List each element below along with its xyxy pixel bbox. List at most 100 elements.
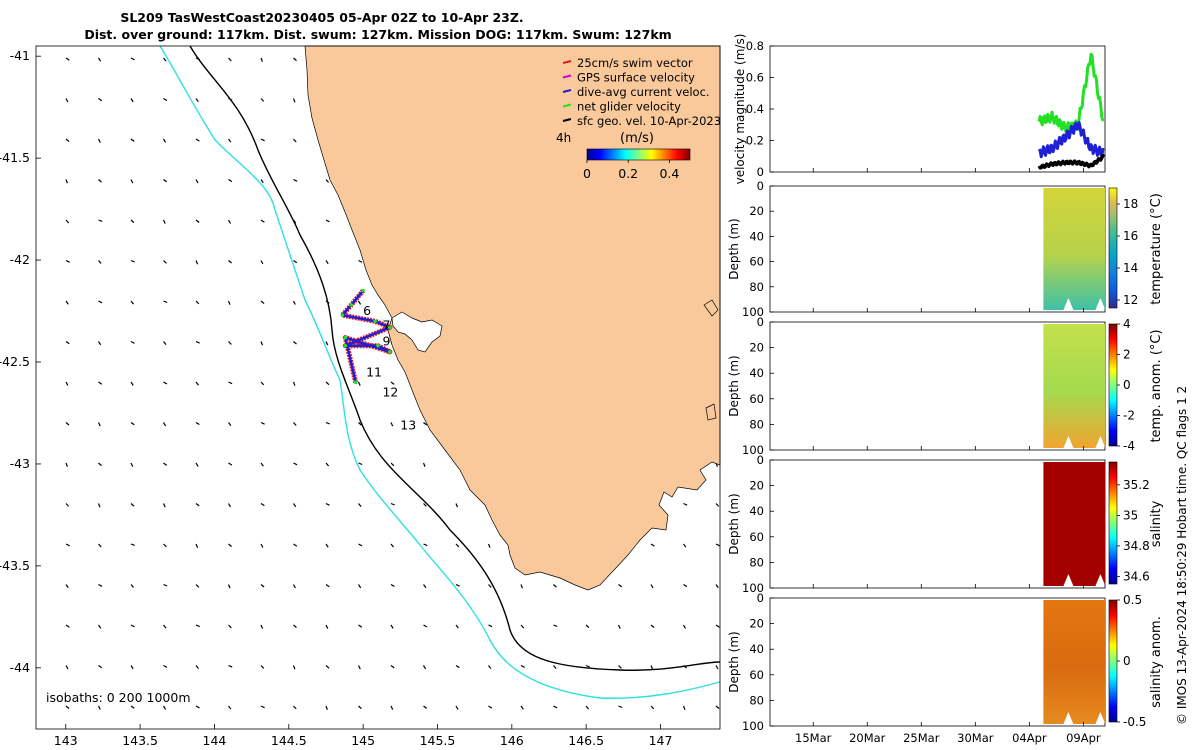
current-arrow [293, 624, 297, 629]
depth-tick-label: 40 [749, 366, 764, 380]
legend-label: dive-avg current veloc. [577, 85, 710, 99]
current-arrow [163, 583, 168, 587]
temp_anom-colorbar-tick-label: 2 [1123, 348, 1131, 362]
temperature-colorbar-tick-label: 12 [1123, 293, 1138, 307]
velocity-series-line [1037, 52, 1105, 134]
current-arrow [260, 260, 264, 265]
current-arrow [390, 381, 395, 385]
current-arrow [228, 624, 232, 629]
current-arrow [98, 179, 102, 183]
track-point [343, 343, 348, 348]
current-arrow [228, 462, 233, 466]
current-arrow [130, 98, 134, 103]
current-arrow [683, 502, 688, 506]
current-arrow [195, 340, 200, 344]
current-arrow [293, 341, 297, 345]
temperature-colorbar-tick-label: 16 [1123, 229, 1138, 243]
map-x-tick-label: 143.5 [122, 733, 158, 748]
current-arrow [130, 624, 135, 628]
current-arrow [357, 665, 361, 670]
salinity-data-block [1043, 462, 1106, 586]
current-arrow [390, 583, 395, 588]
current-arrow [423, 422, 428, 426]
current-arrow [293, 178, 298, 182]
current-arrow [98, 260, 102, 264]
current-arrow [585, 624, 590, 629]
current-arrow [358, 624, 363, 628]
current-arrow [163, 462, 168, 466]
map-y-tick-label: -42 [10, 252, 30, 267]
current-arrow [488, 665, 492, 670]
current-arrow [260, 421, 265, 425]
current-arrow [130, 584, 135, 588]
depth-tick-label: 20 [749, 479, 764, 493]
current-arrow [98, 543, 102, 548]
depth-tick-label: 60 [749, 255, 764, 269]
current-arrow [715, 705, 720, 710]
depth-tick-label: 20 [749, 204, 764, 218]
temperature-colorbar-tick-label: 18 [1123, 197, 1138, 211]
current-arrow [455, 664, 460, 669]
current-arrow [325, 624, 329, 629]
sal_anom-data-block [1043, 600, 1106, 724]
map-y-tick-label: -44 [10, 660, 30, 675]
current-arrow [292, 665, 296, 670]
depth-axis-label: Depth (m) [727, 493, 741, 554]
current-arrow [195, 705, 200, 709]
velocity-series-line [1037, 153, 1106, 170]
current-arrow [130, 300, 135, 305]
sal_anom-colorbar [1108, 599, 1118, 723]
current-arrow [130, 381, 134, 386]
current-arrow [650, 624, 655, 628]
current-arrow [195, 260, 199, 265]
current-arrow [715, 543, 720, 547]
current-arrow [260, 381, 265, 386]
current-arrow [260, 543, 264, 548]
current-arrow [65, 543, 70, 547]
temp_anom-colorbar-tick-label: -4 [1123, 439, 1135, 453]
current-arrow [260, 98, 265, 102]
day-label: 12 [382, 385, 398, 400]
current-arrow [682, 705, 686, 710]
current-arrow [325, 584, 330, 588]
current-arrow [97, 422, 101, 427]
current-arrow [163, 57, 167, 62]
current-arrow [357, 381, 361, 386]
map-y-tick-label: -43.5 [0, 558, 30, 573]
legend-swatch [562, 89, 572, 93]
map-x-tick-label: 146 [500, 733, 524, 748]
legend-label: GPS surface velocity [577, 71, 695, 85]
current-arrow [130, 422, 135, 426]
current-arrow [325, 179, 330, 183]
map-y-tick-label: -41 [10, 48, 30, 63]
depth-tick-label: 0 [757, 591, 764, 605]
current-arrow [390, 705, 394, 710]
current-arrow [98, 583, 103, 587]
current-arrow [325, 341, 329, 346]
velocity-axis-label: velocity magnitude (m/s) [733, 34, 747, 185]
current-arrow [260, 57, 263, 62]
depth-tick-label: 60 [749, 668, 764, 682]
temp_anom-colorbar-tick-label: 0 [1123, 378, 1131, 392]
current-arrow [195, 584, 200, 588]
tasmania-land [304, 45, 721, 591]
current-arrow [618, 665, 622, 669]
current-arrow [163, 179, 168, 183]
legend-swatch [562, 60, 572, 64]
map-frame [35, 45, 721, 730]
depth-axis-label: Depth (m) [727, 355, 741, 416]
current-arrow [195, 179, 199, 184]
depth-tick-label: 40 [749, 229, 764, 243]
east-coast-islands [703, 299, 719, 421]
temp_anom-colorbar-tick-label: -2 [1123, 409, 1135, 423]
current-arrow [228, 57, 232, 62]
colorbar-tick-label: 0.4 [659, 166, 679, 181]
current-arrow [293, 462, 298, 466]
current-arrow [130, 665, 134, 670]
current-arrow [227, 300, 231, 305]
map-y-ticks: -41 -41.5 -42 -42.5 -43 -43.5 -44 [0, 48, 41, 675]
temp_anom-colorbar [1108, 323, 1118, 447]
current-arrow [130, 340, 135, 344]
current-arrow [228, 543, 232, 547]
current-arrow [228, 664, 233, 668]
